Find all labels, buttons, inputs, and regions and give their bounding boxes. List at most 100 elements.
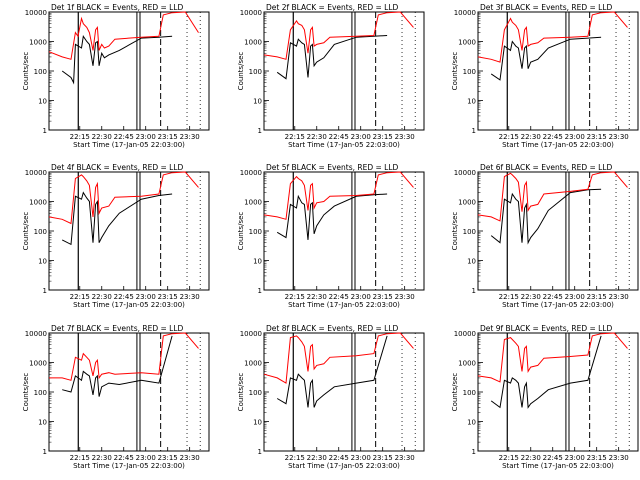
x-tick-label: 22:15 (285, 454, 305, 462)
y-tick-label: 1000 (458, 39, 476, 47)
x-tick-label: 22:30 (92, 133, 112, 141)
series-lld-line (48, 171, 199, 225)
y-axis-label: Counts/sec (237, 212, 245, 251)
y-tick-label: 1000 (29, 360, 47, 368)
series-lld-line (48, 11, 199, 60)
y-tick-label: 10 (467, 98, 476, 106)
y-tick-label: 10 (253, 258, 262, 266)
x-tick-label: 22:30 (307, 454, 327, 462)
detector-panel: Det 9f BLACK = Events, RED = LLD 1 10 100 10… (451, 324, 639, 470)
y-tick-label: 1 (258, 448, 262, 456)
series-events-line (276, 193, 388, 240)
x-axis-label: Start Time (17-Jan-05 22:03:00) (502, 141, 614, 149)
x-tick-label: 22:15 (70, 293, 90, 301)
y-tick-label: 10000 (25, 9, 47, 17)
panel-title: Det 1f BLACK = Events, RED = LLD (51, 3, 184, 12)
x-tick-label: 23:15 (158, 454, 178, 462)
y-tick-label: 10000 (454, 330, 476, 338)
y-tick-label: 1 (43, 287, 47, 295)
detector-panel: Det 2f BLACK = Events, RED = LLD 1 10 100 10… (237, 3, 425, 149)
y-tick-label: 1000 (244, 39, 262, 47)
y-axis-label: Counts/sec (22, 373, 30, 412)
y-tick-label: 100 (34, 389, 47, 397)
series-events-line (490, 36, 602, 81)
y-tick-label: 10 (38, 419, 47, 427)
series-events-line (62, 335, 173, 397)
x-axis-label: Start Time (17-Jan-05 22:03:00) (502, 462, 614, 470)
x-tick-label: 23:15 (158, 133, 178, 141)
x-tick-label: 22:30 (521, 293, 541, 301)
y-axis-label: Counts/sec (451, 212, 459, 251)
panel-title: Det 9f BLACK = Events, RED = LLD (480, 324, 613, 333)
x-tick-label: 22:45 (543, 454, 563, 462)
x-tick-label: 23:00 (351, 454, 371, 462)
y-tick-label: 1000 (244, 360, 262, 368)
x-tick-label: 22:15 (70, 454, 90, 462)
y-tick-label: 100 (249, 228, 262, 236)
x-axis-label: Start Time (17-Jan-05 22:03:00) (73, 141, 185, 149)
panel-title: Det 5f BLACK = Events, RED = LLD (266, 163, 399, 172)
plot-frame (48, 11, 210, 131)
y-tick-label: 1000 (458, 199, 476, 207)
y-tick-label: 1000 (458, 360, 476, 368)
x-tick-label: 23:30 (609, 454, 629, 462)
y-axis-label: Counts/sec (237, 52, 245, 91)
series-events-line (61, 34, 173, 85)
y-tick-label: 100 (34, 228, 47, 236)
series-events-line (490, 188, 602, 245)
series-lld-line (263, 11, 414, 60)
y-tick-label: 10000 (454, 169, 476, 177)
y-tick-label: 10 (467, 258, 476, 266)
y-tick-label: 100 (463, 389, 476, 397)
x-tick-label: 22:15 (285, 293, 305, 301)
series-lld-line (477, 11, 628, 63)
x-tick-label: 22:30 (92, 293, 112, 301)
x-tick-label: 23:15 (373, 454, 393, 462)
y-tick-label: 1000 (244, 199, 262, 207)
x-tick-label: 22:45 (543, 293, 563, 301)
y-tick-label: 100 (463, 68, 476, 76)
x-tick-label: 23:30 (395, 293, 415, 301)
panel-title: Det 3f BLACK = Events, RED = LLD (480, 3, 613, 12)
x-tick-label: 23:00 (565, 293, 585, 301)
x-tick-label: 22:45 (114, 133, 134, 141)
plot-frame (263, 11, 425, 131)
y-axis-label: Counts/sec (22, 52, 30, 91)
plot-frame (263, 171, 425, 291)
x-tick-label: 22:45 (114, 454, 134, 462)
x-tick-label: 23:15 (373, 293, 393, 301)
series-lld-line (477, 332, 628, 383)
x-axis-label: Start Time (17-Jan-05 22:03:00) (73, 301, 185, 309)
x-tick-label: 22:30 (521, 454, 541, 462)
y-tick-label: 1 (43, 448, 47, 456)
x-tick-label: 23:30 (395, 454, 415, 462)
y-tick-label: 1 (258, 127, 262, 135)
series-lld-line (49, 332, 199, 381)
y-tick-label: 1000 (29, 39, 47, 47)
x-tick-label: 22:15 (70, 133, 90, 141)
x-tick-label: 22:15 (285, 133, 305, 141)
x-tick-label: 23:15 (587, 293, 607, 301)
detector-panel: Det 1f BLACK = Events, RED = LLD 1 10 100 10… (22, 3, 210, 149)
x-tick-label: 22:45 (329, 133, 349, 141)
y-axis-label: Counts/sec (451, 373, 459, 412)
series-lld-line (263, 171, 414, 220)
y-axis-label: Counts/sec (451, 52, 459, 91)
y-tick-label: 10 (253, 98, 262, 106)
y-tick-label: 1 (472, 287, 476, 295)
x-tick-label: 23:00 (351, 133, 371, 141)
y-tick-label: 10000 (25, 330, 47, 338)
y-tick-label: 10000 (454, 9, 476, 17)
series-events-line (276, 35, 388, 80)
x-tick-label: 22:30 (92, 454, 112, 462)
plot-frame (477, 11, 639, 131)
x-axis-label: Start Time (17-Jan-05 22:03:00) (288, 141, 400, 149)
y-tick-label: 100 (249, 68, 262, 76)
x-tick-label: 23:30 (180, 454, 200, 462)
y-tick-label: 10000 (25, 169, 47, 177)
x-tick-label: 22:45 (329, 454, 349, 462)
x-tick-label: 23:30 (180, 293, 200, 301)
y-tick-label: 100 (463, 228, 476, 236)
x-tick-label: 22:15 (499, 293, 519, 301)
